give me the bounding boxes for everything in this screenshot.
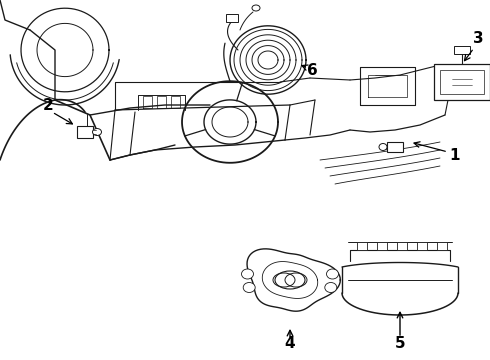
Bar: [387, 142, 403, 152]
Ellipse shape: [252, 5, 260, 11]
Ellipse shape: [243, 283, 255, 292]
Bar: [434, 64, 490, 100]
Bar: [437, 242, 447, 250]
Bar: [397, 242, 407, 250]
Bar: [440, 70, 484, 94]
Polygon shape: [342, 265, 458, 315]
Ellipse shape: [325, 283, 337, 292]
Ellipse shape: [93, 129, 101, 135]
Bar: [454, 46, 470, 54]
Bar: [417, 242, 427, 250]
Polygon shape: [247, 249, 341, 311]
Text: 6: 6: [307, 63, 318, 77]
Ellipse shape: [326, 269, 339, 279]
Ellipse shape: [242, 269, 253, 279]
Text: 4: 4: [285, 337, 295, 351]
Text: 2: 2: [43, 98, 53, 112]
Text: 3: 3: [473, 31, 483, 45]
Bar: [77, 126, 93, 138]
Bar: [226, 14, 238, 22]
Bar: [357, 242, 367, 250]
Bar: [377, 242, 387, 250]
Ellipse shape: [379, 144, 387, 150]
Text: 1: 1: [450, 148, 460, 162]
Text: 5: 5: [394, 337, 405, 351]
